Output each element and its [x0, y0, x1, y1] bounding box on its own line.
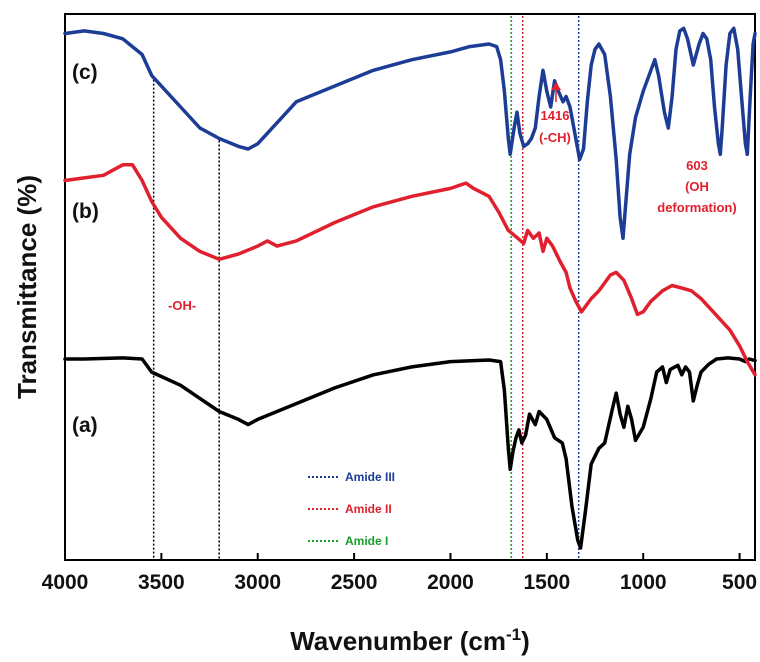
annotation-1416: 1416 (-CH) [539, 82, 571, 145]
legend-item-amide-iii: Amide III [308, 470, 395, 484]
x-tick-label-1000: 1000 [620, 571, 667, 594]
x-axis-title-sup: -1 [506, 625, 521, 644]
plot-frame [64, 13, 756, 561]
arrow-up-icon [551, 82, 561, 90]
annotation-1416-label: (-CH) [539, 130, 571, 145]
annotation-oh: -OH- [168, 298, 196, 313]
annotation-603-line3: deformation) [657, 200, 736, 215]
curve-label-a: (a) [72, 414, 98, 437]
x-tick-label-3500: 3500 [138, 571, 185, 594]
x-axis-ticks: 4000 3500 3000 2500 2000 1500 1000 500 [42, 553, 757, 594]
legend-item-amide-ii: Amide II [308, 502, 392, 516]
annotation-603-line2: (OH [685, 179, 709, 194]
annotation-1416-value: 1416 [541, 108, 570, 123]
y-axis-title: Transmittance (%) [12, 175, 42, 399]
x-tick-label-500: 500 [722, 571, 757, 594]
x-axis-title: Wavenumber (cm-1) [290, 625, 530, 656]
x-axis-title-end: ) [521, 626, 530, 656]
curve-label-b: (b) [72, 200, 99, 223]
series-layer [63, 26, 757, 550]
x-tick-label-4000: 4000 [42, 571, 89, 594]
x-tick-label-2500: 2500 [331, 571, 378, 594]
legend-item-amide-i: Amide I [308, 534, 388, 548]
annotation-603-value: 603 [686, 158, 708, 173]
legend-label-amide-iii: Amide III [345, 470, 395, 484]
curve-label-c: (c) [72, 61, 98, 84]
legend: Amide III Amide II Amide I [308, 470, 395, 548]
x-tick-label-3000: 3000 [234, 571, 281, 594]
x-tick-label-1500: 1500 [523, 571, 570, 594]
x-axis-title-main: Wavenumber (cm [290, 626, 506, 656]
legend-label-amide-ii: Amide II [345, 502, 392, 516]
series-line-b [63, 163, 757, 377]
series-line-c [63, 26, 757, 241]
x-tick-label-2000: 2000 [427, 571, 474, 594]
legend-label-amide-i: Amide I [345, 534, 388, 548]
annotation-603: 603 (OH deformation) [657, 158, 736, 215]
series-line-a [63, 356, 757, 550]
